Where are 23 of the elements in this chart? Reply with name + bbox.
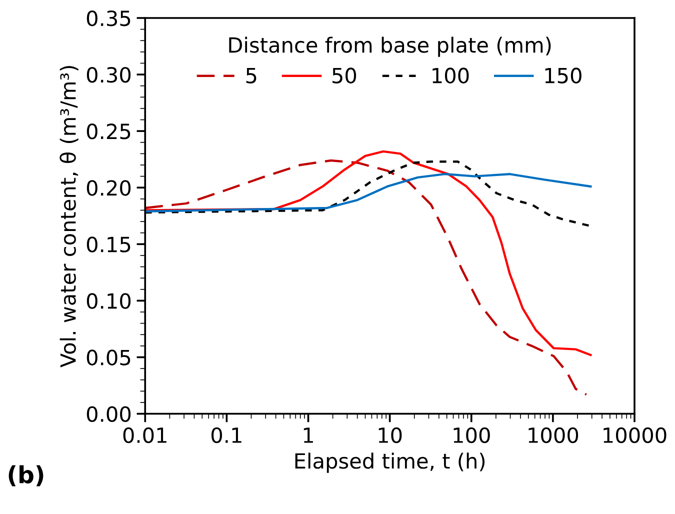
x-tick-label: 1 [304, 428, 313, 443]
x-tick-label: 100 [454, 427, 490, 444]
y-tick-label: 0.05 [86, 350, 130, 366]
y-tick-label: 0.15 [86, 236, 130, 252]
legend-label: 5 [246, 68, 256, 84]
legend-title: Distance from base plate (mm) [229, 36, 551, 57]
y-tick-label: 0.25 [86, 124, 130, 140]
x-tick-label: 0.1 [211, 427, 242, 444]
y-tick-label: 0.10 [86, 293, 131, 309]
legend-label: 100 [432, 68, 469, 84]
y-tick-label: 0.20 [86, 180, 131, 196]
x-tick-label: 1000 [528, 427, 578, 444]
x-tick-label: 0.01 [123, 427, 166, 444]
legend-label: 150 [545, 68, 582, 84]
legend-label: 50 [332, 68, 356, 84]
text: (b) [8, 465, 44, 486]
y-tick-label: 0.35 [86, 10, 130, 26]
y-tick-label: 0.30 [86, 66, 131, 83]
y-tick-label: 0.00 [86, 406, 131, 422]
x-tick-label: 10000 [604, 427, 666, 444]
y-axis-title: Vol. water content, θ (m³/m³) [60, 66, 78, 368]
x-tick-label: 10 [378, 427, 402, 444]
x-axis-title: Elapsed time, t (h) [295, 452, 485, 473]
